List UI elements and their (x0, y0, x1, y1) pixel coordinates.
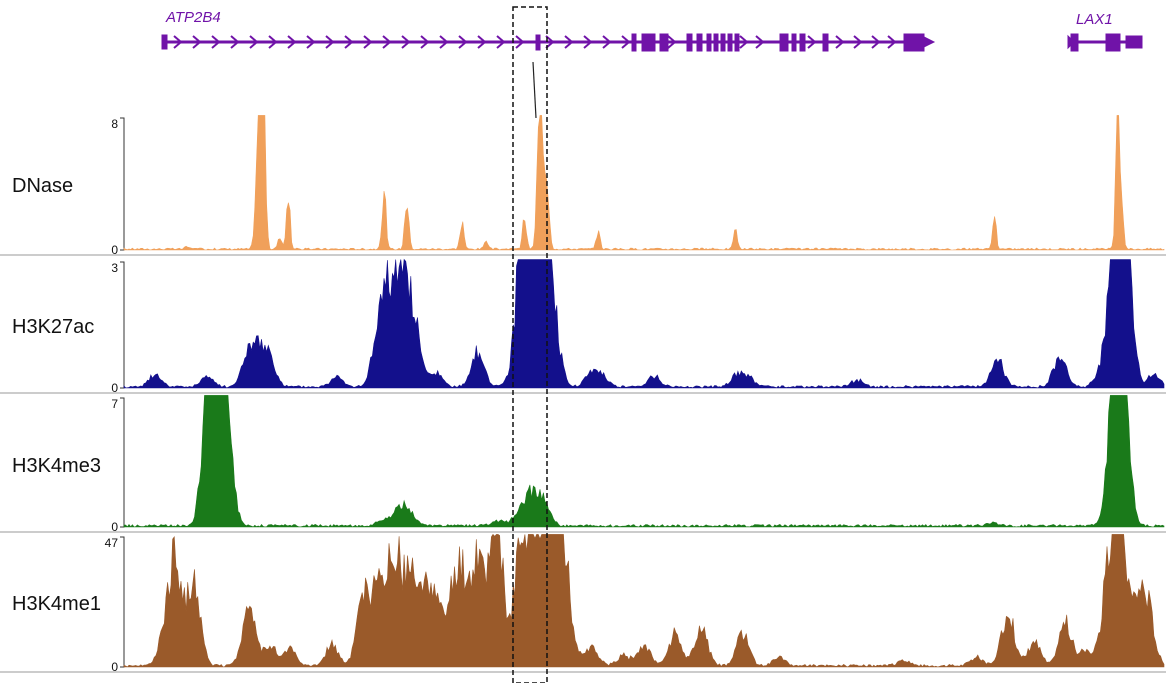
track-label: H3K4me1 (12, 593, 101, 615)
gene-chevron-mark (458, 35, 468, 49)
gene-chevron-mark (382, 35, 392, 49)
y-axis (120, 536, 125, 668)
gene-chevron-mark (515, 35, 525, 49)
gene-model-lax1 (1067, 33, 1143, 52)
gene-chevron-mark (755, 35, 765, 49)
gene-chevron-mark (401, 35, 411, 49)
y-max-tick-label: 47 (105, 536, 119, 550)
track-h3k4me1: H3K4me1 47 0 (0, 533, 1166, 674)
gene-chevron-mark (621, 35, 631, 49)
gene-chevron-mark (230, 35, 240, 49)
gene-chevron-mark (420, 35, 430, 49)
signal-area (123, 258, 1165, 389)
gene-chevron-mark (287, 35, 297, 49)
gene-chevron-mark (363, 35, 373, 49)
y-max-tick-label: 3 (111, 261, 118, 275)
gene-chevron-mark (545, 35, 555, 49)
gene-chevron-mark (211, 35, 221, 49)
gene-model-atp2b4 (161, 33, 936, 52)
signal-area (123, 533, 1165, 668)
gene-chevron-mark (564, 35, 574, 49)
gene-chevron-mark (306, 35, 316, 49)
y-max-tick-label: 7 (111, 397, 118, 411)
gene-chevron-mark (583, 35, 593, 49)
track-dnase: DNase 8 0 (0, 115, 1166, 257)
gene-chevron-mark (602, 35, 612, 49)
y-axis (120, 397, 125, 528)
gene-chevron-mark (853, 35, 863, 49)
track-h3k27ac: H3K27ac 3 0 (0, 258, 1166, 395)
gene-chevron-mark (325, 35, 335, 49)
highlight-region-box (512, 6, 548, 684)
y-axis (120, 117, 125, 251)
y-min-tick-label: 0 (111, 243, 118, 257)
signal-area (123, 395, 1165, 528)
gene-chevron-mark (667, 35, 677, 49)
gene-chevron-mark (344, 35, 354, 49)
variant-marker (532, 61, 537, 119)
gene-chevron-mark (871, 35, 881, 49)
gene-chevron-mark (249, 35, 259, 49)
gene-chevron-mark (439, 35, 449, 49)
gene-chevron-mark (192, 35, 202, 49)
gene-annotation-track: ATP2B4 LAX1 (161, 9, 1143, 119)
gene-chevron-mark (835, 35, 845, 49)
signal-area (123, 115, 1165, 251)
y-min-tick-label: 0 (111, 660, 118, 674)
gene-chevron-mark (739, 35, 749, 49)
y-max-tick-label: 8 (111, 117, 118, 131)
y-min-tick-label: 0 (111, 381, 118, 395)
y-min-tick-label: 0 (111, 520, 118, 534)
gene-chevron-mark (477, 35, 487, 49)
gene-label-lax1: LAX1 (1076, 11, 1113, 28)
gene-chevron-mark (496, 35, 506, 49)
gene-chevron-mark (807, 35, 817, 49)
track-label: DNase (12, 175, 73, 197)
gene-label-atp2b4: ATP2B4 (165, 9, 221, 26)
y-axis (120, 261, 125, 389)
gene-chevron-mark (173, 35, 183, 49)
track-h3k4me3: H3K4me3 7 0 (0, 395, 1166, 534)
track-label: H3K27ac (12, 316, 94, 338)
gene-chevron-mark (887, 35, 897, 49)
signal-tracks: DNase 8 0 H3K27ac 3 0 H3K4me3 7 0 H3K4me1 47 0 (0, 115, 1166, 674)
track-label: H3K4me3 (12, 455, 101, 477)
gene-chevron-mark (268, 35, 278, 49)
